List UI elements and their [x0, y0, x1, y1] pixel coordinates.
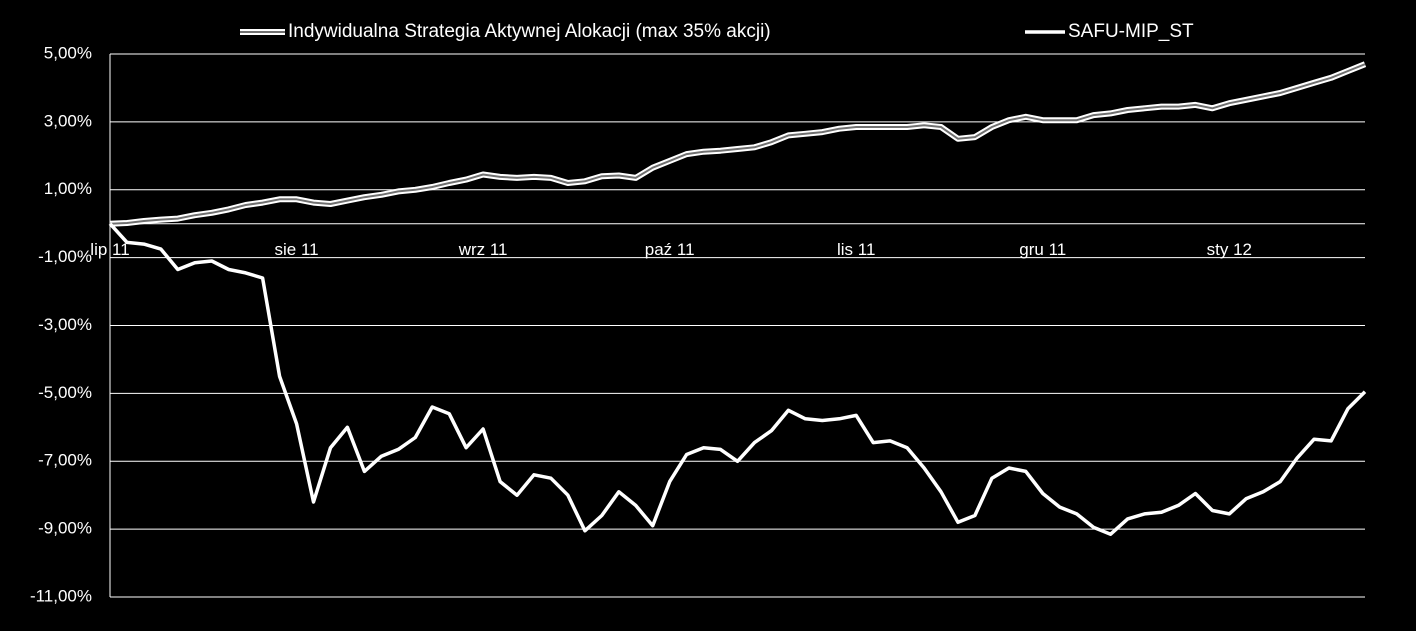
y-tick-label: -1,00% — [38, 247, 92, 266]
y-tick-label: 5,00% — [44, 43, 92, 62]
x-tick-label: sty 12 — [1207, 240, 1252, 259]
series-line-inner — [109, 63, 1366, 225]
y-tick-label: 3,00% — [44, 111, 92, 130]
y-tick-label: 1,00% — [44, 179, 92, 198]
y-tick-label: -9,00% — [38, 519, 92, 538]
y-tick-label: -7,00% — [38, 451, 92, 470]
x-tick-label: wrz 11 — [458, 240, 508, 259]
x-tick-label: lis 11 — [837, 240, 875, 259]
legend-label: Indywidualna Strategia Aktywnej Alokacji… — [288, 21, 771, 42]
x-tick-label: sie 11 — [274, 240, 318, 259]
legend-label: SAFU-MIP_ST — [1068, 21, 1194, 42]
x-tick-label: gru 11 — [1019, 240, 1066, 259]
x-tick-label: paź 11 — [645, 240, 695, 259]
y-tick-label: -11,00% — [30, 586, 92, 605]
y-tick-label: -3,00% — [38, 315, 92, 334]
x-tick-label: lip 11 — [90, 240, 129, 259]
y-tick-label: -5,00% — [38, 383, 92, 402]
series-line — [108, 222, 1367, 536]
